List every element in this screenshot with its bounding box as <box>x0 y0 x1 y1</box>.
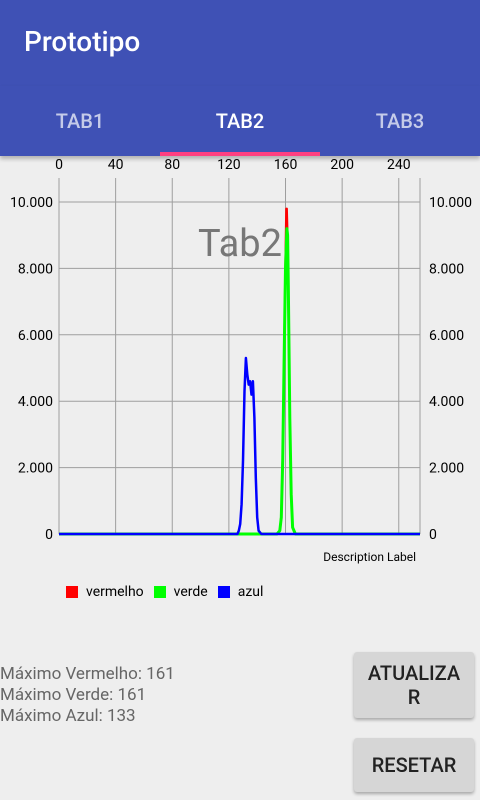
max-vermelho-text: Máximo Vermelho: 161 <box>0 664 175 684</box>
y-tick-label-left: 8.000 <box>18 261 53 277</box>
y-tick-label-right: 8.000 <box>429 261 464 277</box>
series-line-azul <box>59 356 420 536</box>
x-tick-label: 160 <box>274 157 298 173</box>
x-tick-label: 200 <box>330 157 354 173</box>
line-chart[interactable]: 0 40 80 120 160 200 240 0 0 2.000 2.000 4.000 4.000 6… <box>0 156 480 616</box>
legend-label-verde: verde <box>173 584 208 600</box>
y-tick-label-right: 6.000 <box>429 328 464 344</box>
legend-item-verde: verde <box>153 584 208 600</box>
legend-swatch-red <box>66 586 78 598</box>
legend-label-vermelho: vermelho <box>86 584 144 600</box>
legend-item-azul: azul <box>217 584 264 600</box>
tab-2[interactable]: TAB2 <box>215 109 265 133</box>
app-title: Prototipo <box>24 25 141 58</box>
app-bar: Prototipo <box>0 0 480 86</box>
chart-legend: vermelho verde azul <box>66 582 273 602</box>
y-tick-label-right: 10.000 <box>429 195 472 211</box>
max-verde-text: Máximo Verde: 161 <box>0 685 147 705</box>
legend-label-azul: azul <box>237 584 264 600</box>
x-tick-label: 80 <box>164 157 180 173</box>
legend-item-vermelho: vermelho <box>66 584 144 600</box>
y-tick-label-left: 10.000 <box>10 195 53 211</box>
y-tick-label-right: 2.000 <box>429 461 464 477</box>
y-tick-label-left: 2.000 <box>18 461 53 477</box>
legend-swatch-green <box>153 586 166 598</box>
series-line-verde <box>59 227 420 536</box>
y-tick-label-left: 4.000 <box>18 394 53 410</box>
legend-swatch-blue <box>217 586 230 598</box>
tab-indicator <box>160 152 320 156</box>
y-tick-label-right: 4.000 <box>429 394 464 410</box>
y-tick-label-left: 6.000 <box>18 328 53 344</box>
x-tick-label: 120 <box>217 157 241 173</box>
x-tick-label: 240 <box>387 157 411 173</box>
atualizar-button[interactable]: ATUALIZAR <box>354 652 474 718</box>
y-tick-label-left: 0 <box>45 527 53 543</box>
x-tick-label: 40 <box>108 157 124 173</box>
chart-center-text: Tab2 <box>198 222 282 266</box>
x-tick-label: 0 <box>55 157 63 173</box>
tab-bar: TAB1 TAB2 TAB3 <box>0 86 480 156</box>
max-azul-text: Máximo Azul: 133 <box>0 706 136 726</box>
resetar-button[interactable]: RESETAR <box>354 738 474 792</box>
tab-3[interactable]: TAB3 <box>375 109 425 133</box>
y-tick-label-right: 0 <box>429 527 437 543</box>
chart-description-label: Description Label <box>323 550 416 564</box>
max-stats: Máximo Vermelho: 161 Máximo Verde: 161 M… <box>0 664 175 727</box>
tab-1[interactable]: TAB1 <box>55 109 105 133</box>
chart-container[interactable]: 0 40 80 120 160 200 240 0 0 2.000 2.000 4.000 4.000 6… <box>0 156 480 616</box>
